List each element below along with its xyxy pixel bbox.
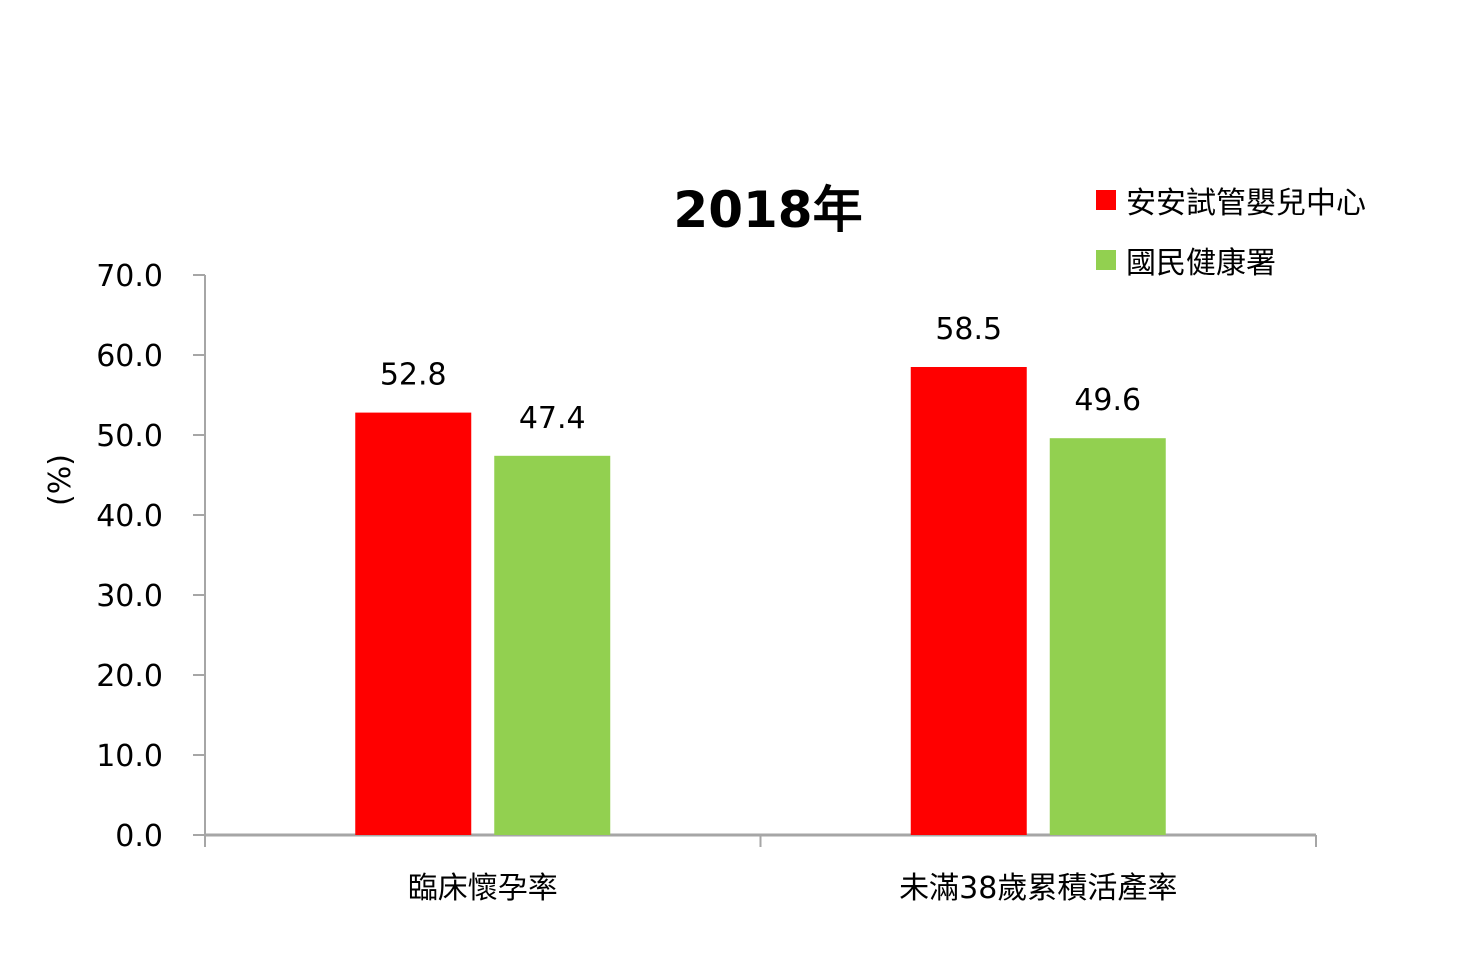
bar: [494, 455, 611, 835]
legend-swatch-green: [1096, 250, 1116, 270]
x-tick-label: 臨床懷孕率: [408, 871, 558, 906]
bar: [355, 412, 472, 835]
y-tick-label: 30.0: [96, 579, 163, 614]
y-tick-label: 70.0: [96, 259, 163, 294]
legend-swatch-red: [1096, 190, 1116, 210]
bar: [1049, 438, 1166, 835]
data-label: 49.6: [1074, 383, 1141, 418]
x-tick-label: 未滿38歲累積活產率: [899, 871, 1177, 906]
legend-item-series-2: 國民健康署: [1096, 240, 1276, 281]
y-tick-label: 60.0: [96, 339, 163, 374]
data-label: 52.8: [380, 358, 447, 393]
chart-title: 2018年: [673, 181, 863, 239]
legend-label: 國民健康署: [1126, 246, 1276, 281]
y-tick-label: 20.0: [96, 659, 163, 694]
y-tick-label: 40.0: [96, 499, 163, 534]
y-tick-label: 50.0: [96, 419, 163, 454]
y-tick-label: 0.0: [115, 819, 163, 854]
legend-item-series-1: 安安試管嬰兒中心: [1096, 180, 1366, 221]
y-tick-label: 10.0: [96, 739, 163, 774]
data-label: 58.5: [935, 312, 1002, 347]
y-axis-title: (%): [43, 454, 78, 506]
legend-label: 安安試管嬰兒中心: [1126, 186, 1366, 221]
data-label: 47.4: [519, 401, 586, 436]
bar: [910, 367, 1027, 835]
